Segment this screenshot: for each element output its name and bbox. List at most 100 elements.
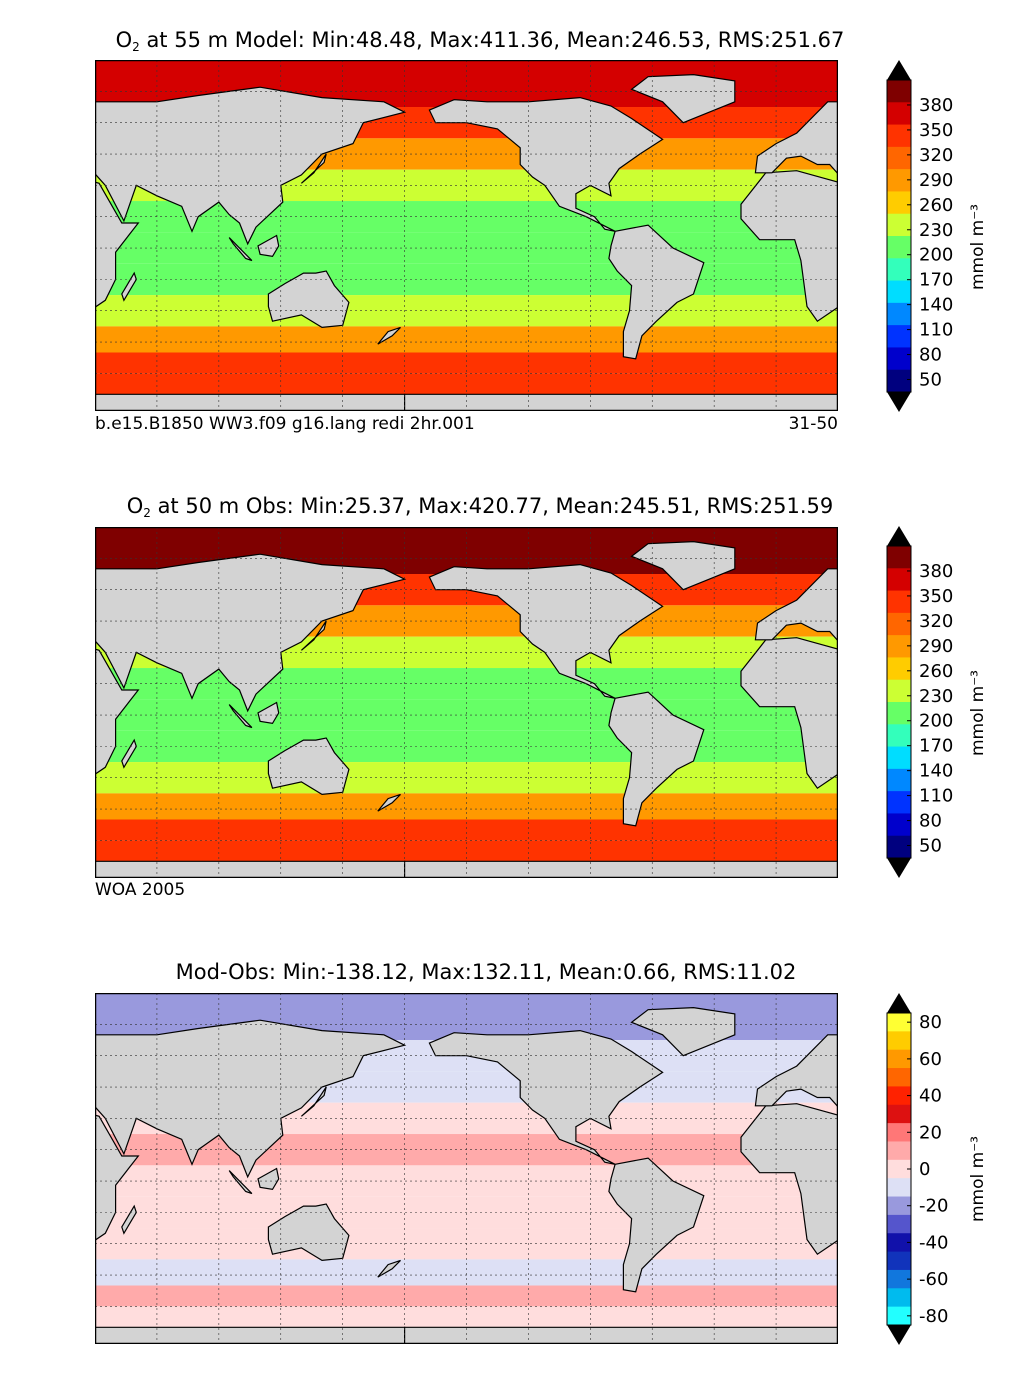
land-polygon	[257, 1167, 280, 1191]
land-polygon	[95, 86, 407, 246]
colorbar-segment	[887, 702, 911, 725]
colorbar-extend-min	[887, 392, 911, 412]
land-polygon	[630, 73, 736, 124]
colorbar-segment	[887, 1049, 911, 1069]
colorbar-tick-label: 290	[919, 636, 953, 657]
land-polygon	[95, 1326, 406, 1344]
colorbar-tick-label: 260	[919, 661, 953, 682]
colorbar-extend-max	[887, 993, 911, 1013]
colorbar-segment	[887, 1068, 911, 1087]
colorbar-tick-label: 50	[919, 836, 942, 857]
colorbar-segment	[887, 1031, 911, 1051]
land-polygon	[608, 691, 705, 827]
colorbar-unit: mmol m⁻³	[968, 204, 988, 290]
colorbar-tick-label: -20	[919, 1196, 948, 1217]
land-polygon	[95, 1019, 407, 1179]
panel-title: O2 at 55 m Model: Min:48.48, Max:411.36,…	[115, 28, 845, 54]
colorbar-tick-label: 140	[919, 295, 953, 316]
land-polygon	[121, 271, 137, 302]
land-polygon	[95, 393, 406, 411]
colorbar-segment	[887, 568, 911, 592]
colorbar-segment	[887, 236, 911, 259]
zone-band	[95, 819, 838, 841]
colorbar-segment	[887, 1178, 911, 1198]
colorbar-segment	[887, 612, 911, 636]
land-polygon	[404, 393, 838, 411]
colorbar-segment	[887, 746, 911, 770]
land-polygon	[377, 793, 401, 812]
land-polygon	[630, 1006, 736, 1057]
land-polygon	[740, 170, 838, 323]
land-polygon	[740, 1103, 838, 1256]
colorbar-tick-label: 380	[919, 561, 953, 582]
colorbar-segment	[887, 280, 911, 304]
land-polygon	[121, 738, 137, 769]
colorbar-tick-label: 20	[919, 1122, 942, 1143]
colorbar-tick-label: 170	[919, 270, 953, 291]
colorbar-tick-label: 230	[919, 220, 953, 241]
colorbar-segment	[887, 347, 911, 371]
colorbar-tick-label: -80	[919, 1306, 948, 1327]
land-polygon	[377, 326, 401, 345]
colorbar-segment	[887, 1104, 911, 1124]
colorbar-tick-label: 320	[919, 145, 953, 166]
colorbar-extend-min	[887, 858, 911, 878]
colorbar-segment	[887, 590, 911, 614]
colorbar-segment	[887, 102, 911, 126]
heatmap-map	[95, 993, 838, 1344]
colorbar-segment	[887, 325, 911, 348]
land-polygon	[95, 181, 140, 308]
land-polygon	[428, 96, 664, 232]
colorbar-tick-label: 110	[919, 320, 953, 341]
land-polygon	[257, 234, 280, 258]
land-polygon	[95, 860, 406, 878]
zone-band	[95, 352, 838, 374]
heatmap-map	[95, 60, 838, 411]
land-polygon	[121, 1204, 137, 1235]
land-polygon	[267, 737, 350, 796]
colorbar-segment	[887, 768, 911, 792]
colorbar-tick-label: 350	[919, 120, 953, 141]
land-polygon	[228, 704, 253, 729]
colorbar-segment	[887, 791, 911, 814]
colorbar-segment	[887, 635, 911, 658]
colorbar-segment	[887, 213, 911, 237]
colorbar-segment	[887, 813, 911, 837]
colorbar-tick-label: 80	[919, 811, 942, 832]
colorbar-unit: mmol m⁻³	[968, 1136, 988, 1222]
colorbar-segment	[887, 369, 911, 393]
colorbar-tick-label: -60	[919, 1269, 948, 1290]
colorbar-tick-label: 60	[919, 1049, 942, 1070]
colorbar-tick-label: 0	[919, 1159, 930, 1180]
colorbar-segment	[887, 1269, 911, 1289]
colorbar-tick-label: 260	[919, 195, 953, 216]
colorbar: 380 350 320 290 260 230 200 170 140 110 80 50	[886, 60, 953, 412]
colorbar-segment	[887, 1159, 911, 1179]
panel-title: Mod-Obs: Min:-138.12, Max:132.11, Mean:0…	[175, 960, 797, 984]
colorbar-segment	[887, 835, 911, 859]
footer-left: b.e15.B1850 WW3.f09 g16.lang redi 2hr.00…	[95, 414, 475, 434]
colorbar: 80 60 40 20 0 -20 -40 -60 -80	[886, 993, 948, 1345]
land-polygon	[228, 237, 253, 262]
colorbar-segment	[887, 1013, 911, 1032]
colorbar-tick-label: 350	[919, 586, 953, 607]
colorbar-tick-label: 40	[919, 1086, 942, 1107]
colorbar-tick-label: 110	[919, 786, 953, 807]
land-polygon	[95, 648, 140, 775]
grid-lines	[95, 527, 838, 878]
colorbar-segment	[887, 146, 911, 170]
colorbar-tick-label: 380	[919, 95, 953, 116]
panel-title: O2 at 50 m Obs: Min:25.37, Max:420.77, M…	[126, 494, 834, 520]
land-polygon	[95, 1114, 140, 1241]
colorbar-extend-min	[887, 1325, 911, 1345]
colorbar-segment	[887, 1123, 911, 1142]
colorbar-tick-label: 80	[919, 1012, 942, 1033]
colorbar-segment	[887, 1141, 911, 1161]
colorbar-tick-label: 80	[919, 345, 942, 366]
colorbar-segment	[887, 1086, 911, 1106]
colorbar-segment	[887, 258, 911, 282]
colorbar-segment	[887, 1306, 911, 1326]
colorbar-segment	[887, 1251, 911, 1271]
land-polygon	[95, 553, 407, 713]
colorbar-tick-label: -40	[919, 1232, 948, 1253]
